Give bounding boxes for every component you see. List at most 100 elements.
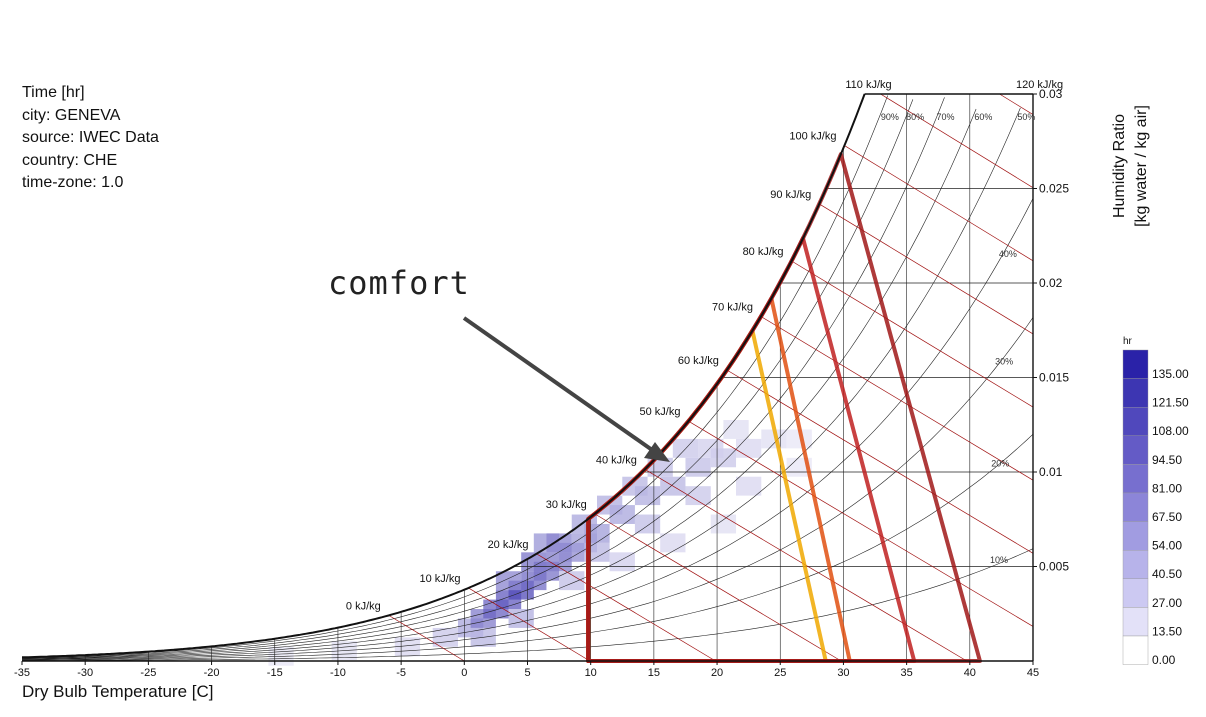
frequency-cell [786, 429, 812, 449]
legend-label: 81.00 [1152, 481, 1182, 495]
enthalpy-label: 120 kJ/kg [1016, 79, 1063, 91]
y-axis-label: Humidity Ratio [1111, 114, 1128, 218]
rh-label: 50% [1017, 112, 1035, 122]
chart-labels: 90% 80% 70% 60% 50% 40% 30% 20% 10% 0 kJ/kg 10 kJ/… [14, 79, 1150, 679]
enthalpy-line [688, 420, 1034, 627]
enthalpy-line [880, 93, 1034, 188]
frequency-cell [394, 637, 421, 657]
rh-label: 70% [936, 112, 954, 122]
frequency-cell [609, 552, 635, 572]
y-tick-label: 0.005 [1039, 560, 1069, 574]
rh-label: 20% [991, 459, 1009, 469]
x-tick-label: -10 [330, 667, 346, 679]
enthalpy-line [819, 203, 1034, 335]
enthalpy-label: 100 kJ/kg [789, 131, 836, 143]
enthalpy-line [726, 369, 1034, 554]
frequency-cell [634, 514, 661, 534]
rh-curve [22, 548, 1034, 661]
enthalpy-line [536, 553, 716, 662]
rh-label: 40% [999, 249, 1017, 259]
x-tick-label: -20 [204, 667, 220, 679]
frequency-cell [597, 495, 623, 515]
enthalpy-label: 10 kJ/kg [420, 573, 461, 585]
legend-swatch [1122, 378, 1149, 408]
x-tick-label: 20 [711, 667, 723, 679]
annotation-arrow-head [644, 442, 670, 462]
x-tick-label: 35 [901, 667, 913, 679]
rh-curve [21, 433, 1034, 661]
enthalpy-label: 30 kJ/kg [546, 499, 587, 511]
chart-axes [21, 93, 1037, 665]
frequency-cell [736, 438, 762, 458]
chart-grid [21, 93, 1034, 662]
enthalpy-label: 20 kJ/kg [488, 539, 529, 551]
enthalpy-label: 50 kJ/kg [639, 406, 680, 418]
rh-curve [21, 317, 1034, 661]
rh-curve [21, 107, 1021, 660]
info-line-time: Time [hr] [22, 84, 85, 101]
info-line-source: source: IWEC Data [22, 129, 159, 146]
frequency-cell [685, 486, 711, 506]
annotation-arrow-shaft [462, 316, 657, 454]
frequency-cell [723, 420, 749, 439]
legend-swatch [1122, 407, 1149, 437]
frequency-cell [736, 476, 762, 496]
info-block: Time [hr] city: GENEVA source: IWEC Data… [22, 82, 159, 195]
legend-label: 27.00 [1152, 596, 1182, 610]
x-tick-label: 5 [524, 667, 530, 679]
x-tick-label: -30 [77, 667, 93, 679]
info-line-timezone: time-zone: 1.0 [22, 174, 124, 191]
legend-label: 0.00 [1152, 653, 1176, 667]
frequency-cell [432, 627, 458, 647]
enthalpy-line [999, 93, 1034, 115]
y-tick-label: 0.01 [1039, 465, 1063, 479]
enthalpy-line [760, 316, 1034, 481]
info-line-country: country: CHE [22, 151, 118, 169]
annotation-arrow [462, 316, 670, 462]
legend-swatch [1122, 435, 1149, 465]
legend: hr 135.00 121.50 108.00 94.50 81.00 67.50 54.00… [1122, 336, 1189, 667]
rh-label: 80% [906, 112, 924, 122]
rh-curve [21, 108, 977, 660]
legend-swatch [1122, 492, 1149, 522]
enthalpy-label: 90 kJ/kg [770, 189, 811, 201]
frequency-cell [559, 571, 585, 591]
x-tick-label: 30 [837, 667, 849, 679]
legend-label: 54.00 [1152, 539, 1182, 553]
rh-label: 60% [974, 112, 992, 122]
rh-curve [22, 198, 1034, 660]
enthalpy-label: 60 kJ/kg [678, 355, 719, 367]
x-axis-label: Dry Bulb Temperature [C] [22, 682, 214, 701]
x-tick-label: 45 [1027, 667, 1039, 679]
rh-label: 90% [881, 112, 899, 122]
legend-swatch [1122, 521, 1149, 551]
legend-label: 135.00 [1152, 367, 1189, 381]
legend-swatch [1122, 464, 1149, 494]
legend-swatch [1122, 550, 1149, 580]
legend-title: hr [1123, 336, 1133, 347]
y-tick-label: 0.025 [1039, 182, 1069, 196]
comfort-annotation: comfort [328, 264, 470, 302]
enthalpy-line [594, 513, 842, 662]
enthalpy-line [844, 145, 1034, 262]
saturation-curve [22, 93, 866, 659]
legend-label: 67.50 [1152, 510, 1182, 524]
frequency-cell [710, 514, 737, 534]
enthalpy-label: 110 kJ/kg [845, 79, 891, 91]
enthalpy-line [791, 260, 1034, 408]
y-tick-label: 0.03 [1039, 87, 1063, 101]
info-line-city: city: GENEVA [22, 106, 121, 124]
enthalpy-label: 70 kJ/kg [712, 301, 753, 313]
x-tick-label: -5 [396, 667, 406, 679]
y-tick-label: 0.015 [1039, 371, 1069, 385]
enthalpy-label: 80 kJ/kg [743, 246, 784, 258]
legend-swatch [1122, 635, 1149, 665]
x-tick-label: 10 [585, 667, 597, 679]
x-tick-label: 15 [648, 667, 660, 679]
legend-label: 13.50 [1152, 624, 1182, 638]
y-tick-label: 0.02 [1039, 276, 1063, 290]
enthalpy-label: 0 kJ/kg [346, 600, 381, 612]
legend-label: 94.50 [1152, 453, 1182, 467]
x-tick-label: -35 [14, 667, 30, 679]
